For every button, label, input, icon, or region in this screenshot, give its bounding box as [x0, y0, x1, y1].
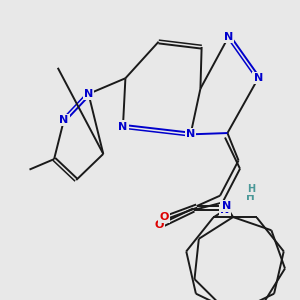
Text: H: H: [246, 193, 254, 202]
Text: N: N: [220, 205, 230, 215]
Text: N: N: [222, 201, 231, 211]
Text: N: N: [59, 115, 69, 125]
Text: O: O: [155, 220, 164, 230]
Text: O: O: [159, 212, 169, 221]
Text: N: N: [186, 129, 195, 139]
Text: N: N: [254, 73, 263, 83]
Text: N: N: [118, 122, 128, 131]
Text: H: H: [247, 184, 255, 194]
Text: N: N: [84, 89, 93, 99]
Text: N: N: [224, 32, 233, 41]
